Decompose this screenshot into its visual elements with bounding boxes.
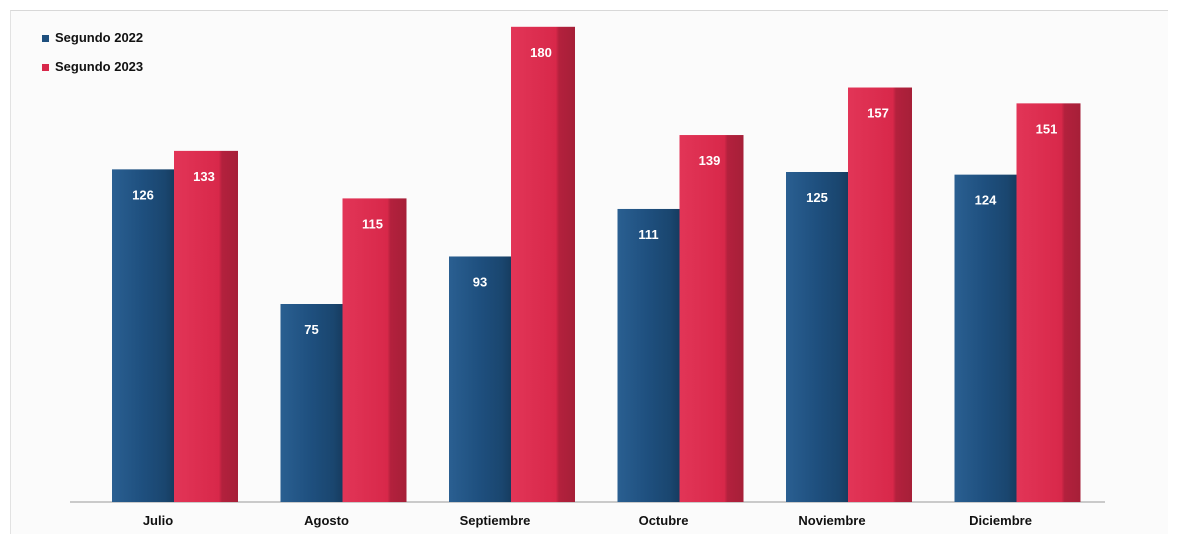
category-label-agosto: Agosto xyxy=(304,513,349,528)
legend-swatch-1 xyxy=(42,64,49,71)
bar-2022-agosto xyxy=(280,304,343,502)
category-label-julio: Julio xyxy=(143,513,173,528)
value-label-2022-diciembre: 124 xyxy=(975,193,997,208)
category-label-octubre: Octubre xyxy=(639,513,689,528)
bar-2022-diciembre xyxy=(954,174,1017,502)
legend-label-1: Segundo 2023 xyxy=(55,59,143,74)
value-label-2022-noviembre: 125 xyxy=(806,190,828,205)
value-label-2023-noviembre: 157 xyxy=(867,106,889,121)
bar-2023-diciembre xyxy=(1016,103,1081,503)
bar-2023-octubre xyxy=(679,135,744,503)
value-label-2023-diciembre: 151 xyxy=(1036,121,1058,136)
value-label-2022-agosto: 75 xyxy=(304,322,318,337)
category-labels-group: Julio Agosto Septiembre Octubre Noviembre Dic… xyxy=(143,513,1032,528)
bar-2022-octubre xyxy=(617,208,680,502)
legend: Segundo 2022 Segundo 2023 xyxy=(42,30,143,74)
value-labels-group: 126 133 75 115 93 180 111 139 125 157 124 151 xyxy=(132,45,1057,337)
bar-2022-julio xyxy=(112,169,174,503)
category-label-septiembre: Septiembre xyxy=(460,513,531,528)
value-label-2023-octubre: 139 xyxy=(699,153,721,168)
category-label-diciembre: Diciembre xyxy=(969,513,1032,528)
value-label-2022-octubre: 111 xyxy=(638,227,658,242)
bar-2023-julio xyxy=(174,150,238,502)
bar-2023-septiembre xyxy=(511,26,575,503)
bars-group xyxy=(112,26,1081,503)
bar-2022-septiembre xyxy=(449,256,511,502)
bar-2022-noviembre xyxy=(786,172,848,502)
value-label-2023-agosto: 115 xyxy=(362,216,383,231)
legend-swatch-0 xyxy=(42,35,49,42)
value-label-2022-julio: 126 xyxy=(132,187,154,202)
value-label-2023-julio: 133 xyxy=(193,169,215,184)
value-label-2023-septiembre: 180 xyxy=(530,45,552,60)
category-label-noviembre: Noviembre xyxy=(798,513,865,528)
bar-2023-agosto xyxy=(342,198,407,502)
value-label-2022-septiembre: 93 xyxy=(473,274,487,289)
bar-2023-noviembre xyxy=(848,87,912,503)
legend-label-0: Segundo 2022 xyxy=(55,30,143,45)
